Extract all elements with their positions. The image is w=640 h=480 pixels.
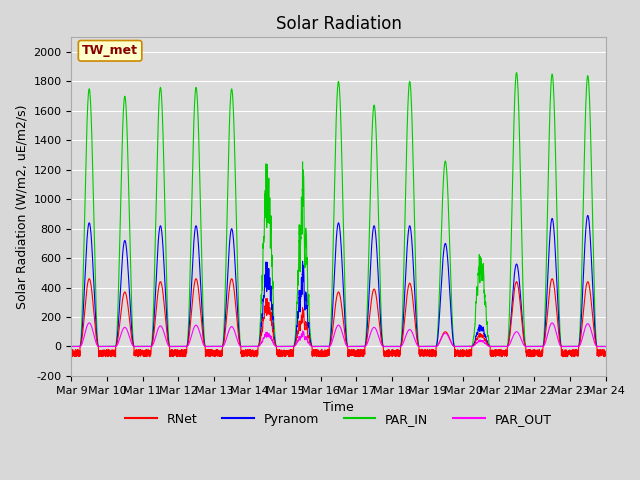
PAR_IN [319,344,326,349]
Pyranom [429,344,436,349]
PAR_OUT [458,344,466,349]
RNet [68,351,76,357]
RNet [559,354,567,360]
PAR_OUT [68,344,76,349]
RNet [458,348,466,354]
Line: PAR_OUT: PAR_OUT [72,323,605,347]
PAR_OUT [429,344,436,349]
Pyranom [488,344,496,349]
Pyranom [164,326,172,332]
Title: Solar Radiation: Solar Radiation [276,15,401,33]
Pyranom [602,344,609,349]
Pyranom [584,213,591,218]
RNet [319,350,326,356]
Pyranom [319,344,326,349]
Text: TW_met: TW_met [82,44,138,57]
RNet [602,351,609,357]
RNet [601,348,609,354]
Pyranom [68,344,76,349]
PAR_OUT [602,344,609,349]
PAR_IN [164,306,172,312]
X-axis label: Time: Time [323,401,354,414]
PAR_IN [429,344,436,349]
PAR_IN [488,344,496,349]
PAR_OUT [85,320,93,326]
PAR_OUT [319,344,326,349]
Pyranom [458,344,466,349]
Pyranom [601,344,609,349]
PAR_IN [601,344,609,349]
PAR_OUT [601,344,609,349]
RNet [429,352,436,358]
PAR_IN [68,344,76,349]
PAR_IN [602,344,609,349]
PAR_IN [513,70,520,75]
PAR_IN [458,344,466,349]
Y-axis label: Solar Radiation (W/m2, uE/m2/s): Solar Radiation (W/m2, uE/m2/s) [15,104,28,309]
RNet [85,276,93,282]
Line: PAR_IN: PAR_IN [72,72,605,347]
Legend: RNet, Pyranom, PAR_IN, PAR_OUT: RNet, Pyranom, PAR_IN, PAR_OUT [120,408,557,431]
RNet [488,350,496,356]
RNet [164,335,172,341]
PAR_OUT [488,344,496,349]
Line: Pyranom: Pyranom [72,216,605,347]
Line: RNet: RNet [72,279,605,357]
PAR_OUT [164,341,172,347]
